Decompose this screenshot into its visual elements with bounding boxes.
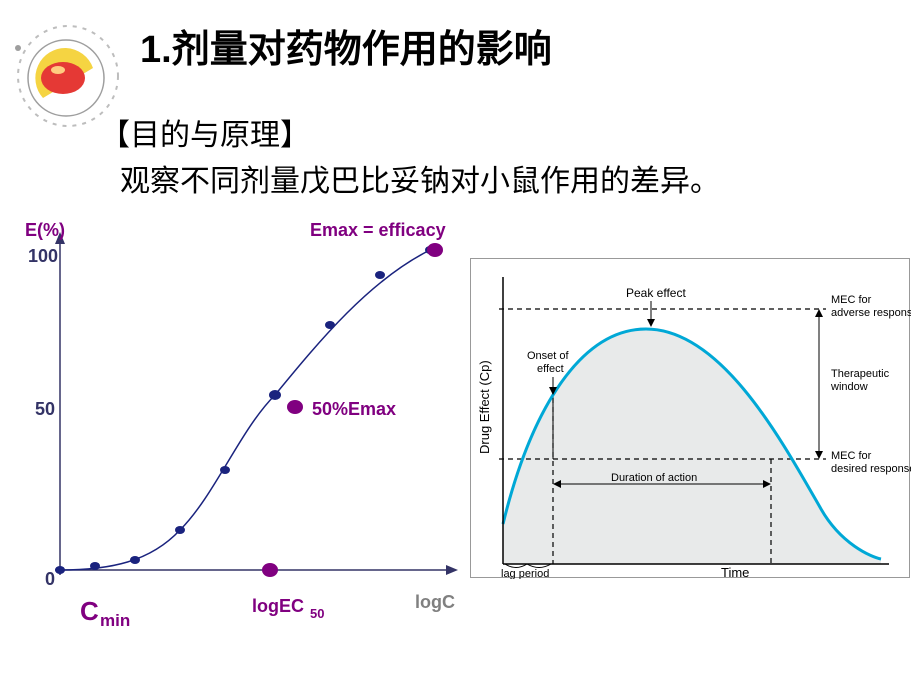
svg-text:window: window bbox=[830, 381, 868, 393]
svg-text:min: min bbox=[100, 611, 130, 630]
drug-effect-time-chart: Drug Effect (Cp) Peak effect Onset of ef… bbox=[470, 258, 910, 578]
svg-text:C: C bbox=[80, 596, 99, 626]
svg-text:50: 50 bbox=[310, 606, 324, 621]
svg-text:adverse response: adverse response bbox=[831, 307, 911, 319]
svg-text:Onset of: Onset of bbox=[527, 350, 570, 362]
ec50-marker bbox=[262, 563, 278, 577]
e50-label: 50%Emax bbox=[312, 399, 396, 419]
emax-label: Emax = efficacy bbox=[310, 220, 446, 240]
y-axis-label: E(%) bbox=[25, 220, 65, 240]
slide-title: 1.剂量对药物作用的影响 bbox=[140, 18, 552, 73]
dose-response-chart: 100 50 0 E(%) logC Emax = efficacy 50% bbox=[20, 220, 460, 650]
svg-text:50: 50 bbox=[35, 399, 55, 419]
x-axis-label-right: Time bbox=[721, 565, 749, 579]
svg-text:MEC for: MEC for bbox=[831, 294, 872, 306]
svg-text:100: 100 bbox=[28, 246, 58, 266]
x-axis-label: logC bbox=[415, 592, 455, 612]
section-description: 观察不同剂量戊巴比妥钠对小鼠作用的差异。 bbox=[120, 156, 720, 200]
svg-text:logEC: logEC bbox=[252, 596, 304, 616]
emax-marker bbox=[427, 243, 443, 257]
svg-text:MEC for: MEC for bbox=[831, 450, 872, 462]
lag-label: lag period bbox=[501, 568, 549, 579]
peak-effect-label: Peak effect bbox=[626, 286, 686, 300]
svg-text:effect: effect bbox=[537, 363, 564, 375]
y-axis-label-right: Drug Effect (Cp) bbox=[477, 360, 492, 454]
svg-text:Therapeutic: Therapeutic bbox=[831, 368, 890, 380]
e50-marker bbox=[287, 400, 303, 414]
section-subtitle: 【目的与原理】 bbox=[100, 110, 310, 154]
svg-text:desired response: desired response bbox=[831, 463, 911, 475]
duration-label: Duration of action bbox=[611, 472, 697, 484]
svg-text:0: 0 bbox=[45, 569, 55, 589]
